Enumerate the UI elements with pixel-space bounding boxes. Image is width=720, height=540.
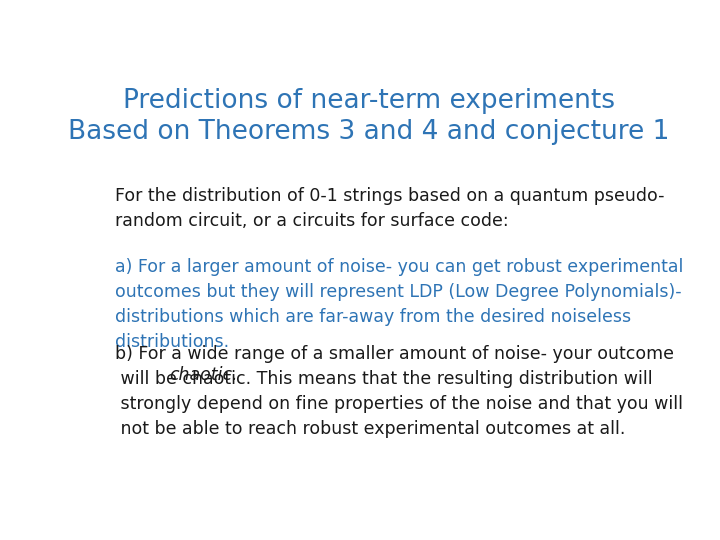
Text: a) For a larger amount of noise- you can get robust experimental
outcomes but th: a) For a larger amount of noise- you can… xyxy=(115,258,683,351)
Text: Predictions of near-term experiments
Based on Theorems 3 and 4 and conjecture 1: Predictions of near-term experiments Bas… xyxy=(68,87,670,145)
Text: For the distribution of 0-1 strings based on a quantum pseudo-
random circuit, o: For the distribution of 0-1 strings base… xyxy=(115,187,665,231)
Text: chaotic.: chaotic. xyxy=(169,366,238,383)
Text: b) For a wide range of a smaller amount of noise- your outcome
 will be chaotic.: b) For a wide range of a smaller amount … xyxy=(115,346,683,438)
